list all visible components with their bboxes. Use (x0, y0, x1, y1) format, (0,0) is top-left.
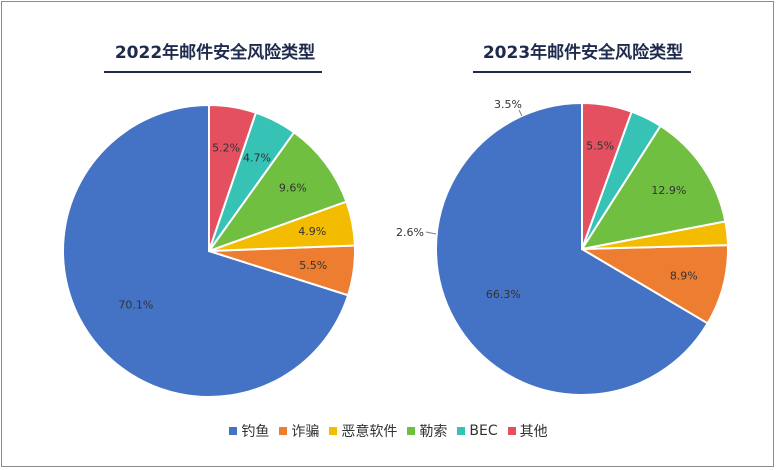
leader-line-2023-bec (518, 109, 523, 117)
legend-item-other: 其他 (507, 421, 548, 441)
pie-slice-2022-phishing (62, 104, 350, 398)
legend-swatch-phishing (229, 427, 238, 435)
legend-swatch-ransomware (407, 427, 416, 435)
leader-line-2023-malware (425, 231, 437, 235)
legend-item-fraud: 诈骗 (279, 421, 319, 441)
pie-slice-2023-fraud (581, 244, 729, 325)
data-label-2022-malware: 4.9% (298, 225, 326, 238)
legend-item-phishing: 钓鱼 (229, 421, 269, 441)
data-label-2023-fraud: 8.9% (670, 269, 698, 282)
data-label-2022-ransomware: 9.6% (279, 182, 307, 195)
chart-title-2023: 2023年邮件安全风险类型 (482, 43, 684, 63)
legend-label-other: 其他 (519, 424, 548, 440)
title-rule-2023 (473, 71, 691, 73)
legend-label-fraud: 诈骗 (291, 424, 320, 440)
legend-swatch-malware (329, 427, 338, 435)
data-label-2022-bec: 4.7% (243, 152, 271, 165)
data-label-2023-malware: 2.6% (396, 226, 424, 239)
legend-label-malware: 恶意软件 (341, 424, 398, 440)
chart-title-2022: 2022年邮件安全风险类型 (114, 43, 316, 63)
legend-label-bec: BEC (469, 423, 498, 439)
data-label-2022-other: 5.2% (212, 141, 240, 154)
data-label-2023-other: 5.5% (586, 140, 614, 153)
data-label-2023-bec: 3.5% (494, 98, 522, 111)
legend-swatch-bec (457, 427, 466, 435)
legend: 钓鱼 诈骗 恶意软件 勒索 BEC 其他 (0, 421, 777, 441)
legend-swatch-fraud (279, 427, 288, 435)
pie-slice-2022-other (208, 104, 257, 252)
pie-slice-2022-ransomware (208, 131, 348, 252)
data-label-2022-phishing: 70.1% (118, 298, 153, 311)
pie-slice-2023-other (581, 102, 633, 250)
pie-slice-2023-ransomware (581, 124, 727, 250)
data-label-2023-phishing: 66.3% (486, 288, 521, 301)
legend-item-ransomware: 勒索 (407, 421, 447, 441)
legend-swatch-other (507, 427, 516, 435)
data-label-2023-ransomware: 12.9% (651, 184, 686, 197)
legend-label-phishing: 钓鱼 (241, 424, 270, 440)
pie-slice-2023-phishing (435, 102, 709, 396)
legend-label-ransomware: 勒索 (419, 424, 448, 440)
data-label-2022-fraud: 5.5% (299, 259, 327, 272)
legend-item-bec: BEC (457, 423, 498, 439)
title-rule-2022 (104, 71, 322, 73)
legend-item-malware: 恶意软件 (329, 421, 397, 441)
